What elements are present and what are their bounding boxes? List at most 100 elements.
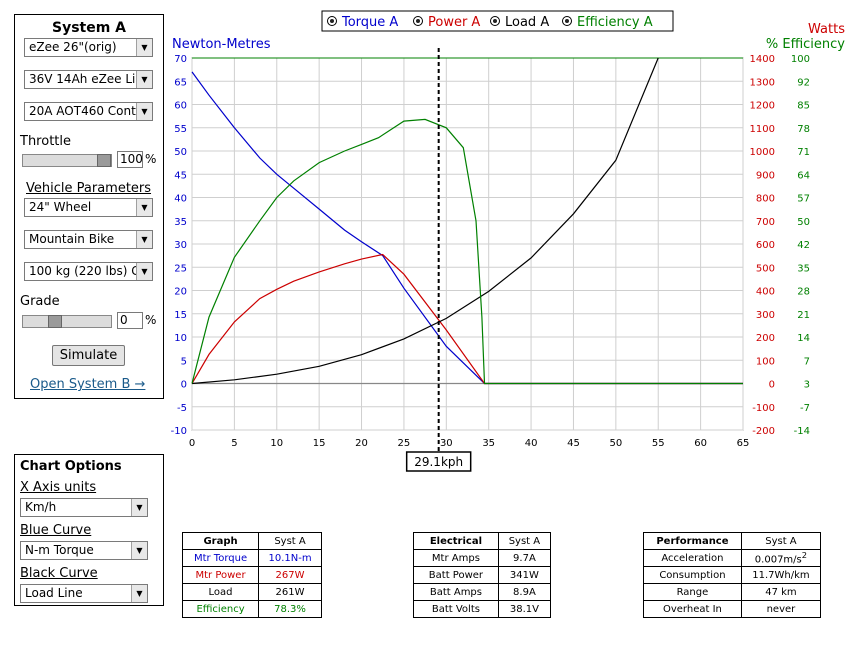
chart-options-title: Chart Options xyxy=(20,459,122,474)
y-right-power-tick-label: 1100 xyxy=(750,124,775,135)
table-row: Mtr Torque 10.1N-m xyxy=(181,549,322,567)
y-right-power-tick-label: 900 xyxy=(756,170,775,181)
x-tick-label: 20 xyxy=(355,438,368,449)
chevron-down-icon: ▼ xyxy=(136,199,152,216)
y-right-efficiency-tick-label: 64 xyxy=(797,170,810,181)
black-curve-select[interactable]: Load Line ▼ xyxy=(20,584,148,603)
blue-curve-label: Blue Curve xyxy=(20,523,92,538)
open-system-b-link[interactable]: Open System B → xyxy=(30,377,146,392)
grade-input[interactable]: 0 xyxy=(117,312,143,329)
legend-entry: Load A xyxy=(505,15,549,30)
chevron-down-icon: ▼ xyxy=(131,585,147,602)
x-tick-label: 65 xyxy=(737,438,750,449)
y-right-power-tick-label: 1300 xyxy=(750,77,775,88)
graph-row-value: 78.3% xyxy=(258,600,322,618)
battery-select[interactable]: 36V 14Ah eZee Li ▼ xyxy=(24,70,153,89)
graph-header-row: Graph Syst A xyxy=(181,532,322,550)
performance-row-label: Acceleration xyxy=(643,549,742,567)
graph-table: Graph Syst A Mtr Torque 10.1N-m Mtr Power 267… xyxy=(181,532,322,618)
blue-curve-select-value: N-m Torque xyxy=(25,543,94,557)
x-axis-units-select-value: Km/h xyxy=(25,500,57,514)
y-left-tick-label: 15 xyxy=(174,310,187,321)
x-tick-label: 45 xyxy=(567,438,580,449)
value-superscript: 2 xyxy=(801,550,808,561)
y-right-power-tick-label: -200 xyxy=(752,426,775,437)
electrical-row-label: Batt Power xyxy=(413,566,499,584)
table-row: Batt Power 341W xyxy=(413,566,552,584)
controller-select-value: 20A AOT460 Cont xyxy=(29,104,136,118)
blue-curve-select[interactable]: N-m Torque ▼ xyxy=(20,541,148,560)
y-left-tick-label: -10 xyxy=(171,426,187,437)
y-right-power-tick-label: 400 xyxy=(756,287,775,298)
throttle-slider[interactable] xyxy=(22,154,112,167)
chevron-down-icon: ▼ xyxy=(136,231,152,248)
x-tick-label: 60 xyxy=(694,438,707,449)
x-tick-label: 15 xyxy=(313,438,326,449)
electrical-header-row: Electrical Syst A xyxy=(413,532,552,550)
legend-entry: Efficiency A xyxy=(577,15,653,30)
grade-slider-knob[interactable] xyxy=(48,315,62,328)
speed-marker[interactable]: 29.1kph xyxy=(405,48,472,472)
performance-header-system: Syst A xyxy=(740,532,822,550)
table-row: Overheat In never xyxy=(643,600,822,618)
performance-row-label: Overheat In xyxy=(643,600,742,618)
controller-select[interactable]: 20A AOT460 Cont ▼ xyxy=(24,102,153,121)
electrical-header-system: Syst A xyxy=(497,532,552,550)
y-right-power-tick-label: 0 xyxy=(769,380,775,391)
performance-row-label: Range xyxy=(643,583,742,601)
electrical-row-label: Batt Amps xyxy=(413,583,499,601)
throttle-input[interactable]: 100 xyxy=(117,151,143,168)
weight-select[interactable]: 100 kg (220 lbs) G ▼ xyxy=(24,262,153,281)
x-axis-units-label: X Axis units xyxy=(20,480,97,495)
speed-marker-box xyxy=(405,451,472,472)
grade-slider[interactable] xyxy=(22,315,112,328)
wheel-motor-select[interactable]: eZee 26"(orig) ▼ xyxy=(24,38,153,57)
electrical-row-value: 8.9A xyxy=(497,583,552,601)
performance-row-value: 0.007m/s2 xyxy=(740,549,822,567)
graph-row-label: Mtr Power xyxy=(181,566,260,584)
y-right-power-tick-label: 1200 xyxy=(750,101,775,112)
simulate-button[interactable]: Simulate xyxy=(52,345,125,366)
table-row: Batt Volts 38.1V xyxy=(413,600,552,618)
performance-row-value: 47 km xyxy=(740,583,822,601)
y-right-power-tick-label: 100 xyxy=(756,356,775,367)
x-tick-label: 30 xyxy=(440,438,453,449)
y-right-efficiency-tick-label: -7 xyxy=(800,403,810,414)
bike-type-select[interactable]: Mountain Bike ▼ xyxy=(24,230,153,249)
performance-chart[interactable]: 0 5 10 15 20 25 30 35 40 45 50 55 60 65-10 -200 -14-5 -1… xyxy=(0,0,863,475)
performance-header-label: Performance xyxy=(643,532,742,550)
y-left-tick-label: 70 xyxy=(174,54,187,65)
y-left-tick-label: 35 xyxy=(174,217,187,228)
chevron-down-icon: ▼ xyxy=(131,542,147,559)
black-curve-select-value: Load Line xyxy=(25,586,83,600)
wheel-size-select[interactable]: 24" Wheel ▼ xyxy=(24,198,153,217)
y-left-axis-title: Newton-Metres xyxy=(172,37,271,52)
black-curve-label: Black Curve xyxy=(20,566,98,581)
grade-label: Grade xyxy=(20,294,60,309)
y-right-efficiency-tick-label: 50 xyxy=(797,217,810,228)
table-row: Batt Amps 8.9A xyxy=(413,583,552,601)
x-axis-units-select[interactable]: Km/h ▼ xyxy=(20,498,148,517)
y-right-power-axis-title: Watts xyxy=(808,22,845,37)
performance-row-value: 11.7Wh/km xyxy=(740,566,822,584)
chevron-down-icon: ▼ xyxy=(136,39,152,56)
x-tick-label: 10 xyxy=(270,438,283,449)
y-left-tick-label: 20 xyxy=(174,287,187,298)
table-row: Efficiency 78.3% xyxy=(181,600,322,618)
table-row: Mtr Power 267W xyxy=(181,566,322,584)
electrical-row-value: 341W xyxy=(497,566,552,584)
y-left-tick-label: 60 xyxy=(174,101,187,112)
x-tick-label: 25 xyxy=(398,438,411,449)
wheel-size-select-value: 24" Wheel xyxy=(29,200,92,214)
system-a-panel: System A eZee 26"(orig) ▼ 36V 14Ah eZee … xyxy=(14,14,164,399)
y-left-tick-label: 10 xyxy=(174,333,187,344)
y-left-tick-label: -5 xyxy=(177,403,187,414)
graph-header-system: Syst A xyxy=(258,532,322,550)
x-tick-label: 5 xyxy=(231,438,237,449)
series-line-efficiency-a xyxy=(191,118,743,385)
y-right-efficiency-tick-label: 78 xyxy=(797,124,810,135)
throttle-slider-knob[interactable] xyxy=(97,154,111,167)
x-tick-label: 50 xyxy=(609,438,622,449)
y-right-power-tick-label: 600 xyxy=(756,240,775,251)
y-right-power-tick-label: 1000 xyxy=(750,147,775,158)
